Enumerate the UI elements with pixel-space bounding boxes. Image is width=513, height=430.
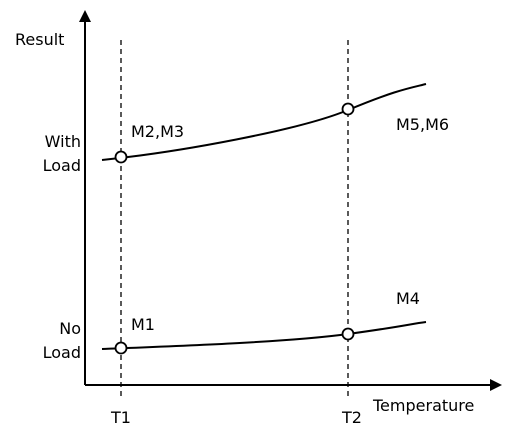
x-tick-t2: T2 <box>341 408 362 427</box>
x-axis-label: Temperature <box>372 396 474 415</box>
point-m1 <box>114 341 128 355</box>
label-m5-m6: M5,M6 <box>396 115 449 134</box>
label-m4: M4 <box>396 289 420 308</box>
point-m5-m6 <box>341 102 355 116</box>
y-tick-with-load-line2: Load <box>43 156 81 175</box>
y-axis-label: Result <box>15 30 64 49</box>
label-m1: M1 <box>131 315 155 334</box>
y-axis-arrowhead <box>79 10 91 22</box>
y-tick-no-load-line2: Load <box>43 343 81 362</box>
label-m2-m3: M2,M3 <box>131 122 184 141</box>
y-tick-with-load-line1: With <box>45 132 81 151</box>
no-load-curve <box>101 321 427 350</box>
x-axis-arrowhead <box>490 379 502 391</box>
x-tick-t1: T1 <box>110 408 131 427</box>
with-load-curve <box>101 83 427 161</box>
point-m4 <box>341 327 355 341</box>
point-m2-m3 <box>114 150 128 164</box>
y-tick-no-load-line1: No <box>59 319 81 338</box>
